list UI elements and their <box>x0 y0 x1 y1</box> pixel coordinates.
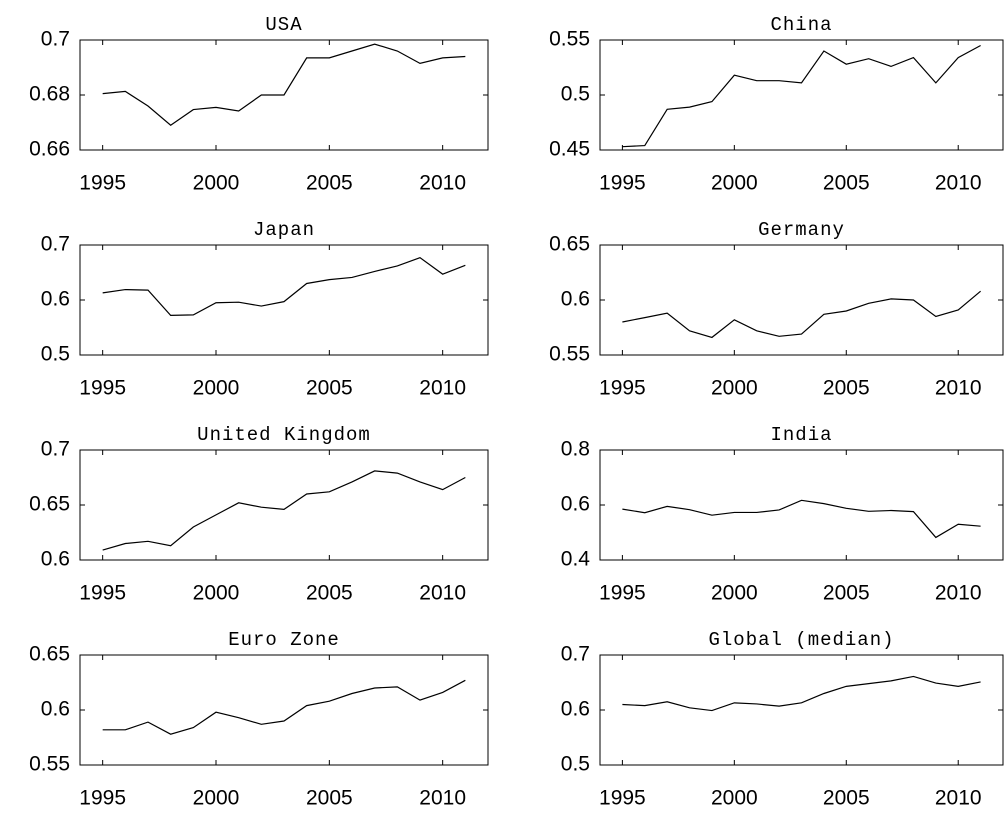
y-tick-label: 0.7 <box>41 28 70 51</box>
plot-frame <box>599 244 1004 356</box>
x-tick-label: 2000 <box>711 787 758 810</box>
y-tick-label: 0.68 <box>29 83 70 106</box>
x-tick-label: 2000 <box>193 377 240 400</box>
plot-frame <box>599 449 1004 561</box>
y-tick-label: 0.6 <box>561 493 590 516</box>
x-tick-label: 2010 <box>419 787 466 810</box>
y-tick-label: 0.5 <box>561 753 590 776</box>
series-line <box>622 44 981 148</box>
x-tick-label: 2005 <box>823 377 870 400</box>
y-tick-label: 0.7 <box>41 233 70 256</box>
series-line <box>102 679 466 735</box>
series-line <box>102 470 466 551</box>
subplot-title: Japan <box>253 219 315 241</box>
y-tick-label: 0.6 <box>561 288 590 311</box>
series-line <box>622 290 981 339</box>
y-tick-label: 0.8 <box>561 438 590 461</box>
y-tick-label: 0.6 <box>41 698 70 721</box>
plot-frame <box>599 654 1004 766</box>
x-tick-label: 2010 <box>419 582 466 605</box>
y-tick-label: 0.55 <box>549 28 590 51</box>
x-tick-label: 2005 <box>823 787 870 810</box>
y-tick-label: 0.66 <box>29 138 70 161</box>
y-tick-label: 0.5 <box>41 343 70 366</box>
x-tick-label: 2005 <box>823 582 870 605</box>
y-tick-label: 0.65 <box>29 643 70 666</box>
y-tick-label: 0.6 <box>561 698 590 721</box>
x-tick-label: 1995 <box>599 787 646 810</box>
x-tick-label: 2000 <box>711 172 758 195</box>
plot-frame <box>79 449 489 561</box>
y-tick-label: 0.7 <box>41 438 70 461</box>
x-tick-label: 2005 <box>823 172 870 195</box>
y-tick-label: 0.6 <box>41 548 70 571</box>
x-tick-label: 2000 <box>711 582 758 605</box>
subplot-title: Global (median) <box>708 629 894 651</box>
x-tick-label: 2000 <box>193 787 240 810</box>
plot-frame <box>599 39 1004 151</box>
x-tick-label: 2000 <box>193 172 240 195</box>
y-tick-label: 0.55 <box>29 753 70 776</box>
series-line <box>102 43 466 127</box>
x-tick-label: 2010 <box>935 582 982 605</box>
x-tick-label: 1995 <box>79 787 126 810</box>
x-tick-label: 1995 <box>79 377 126 400</box>
series-line <box>622 499 981 539</box>
subplot-title: USA <box>265 14 302 36</box>
x-tick-label: 2010 <box>935 172 982 195</box>
plot-frame <box>79 244 489 356</box>
subplot-title: India <box>770 424 832 446</box>
y-tick-label: 0.65 <box>29 493 70 516</box>
series-line <box>622 675 981 712</box>
x-tick-label: 1995 <box>599 377 646 400</box>
x-tick-label: 2000 <box>193 582 240 605</box>
y-tick-label: 0.6 <box>41 288 70 311</box>
x-tick-label: 2010 <box>935 377 982 400</box>
x-tick-label: 2010 <box>419 172 466 195</box>
x-tick-label: 2005 <box>306 582 353 605</box>
x-tick-label: 2010 <box>419 377 466 400</box>
series-line <box>102 256 466 317</box>
subplot-title: Euro Zone <box>228 629 340 651</box>
y-tick-label: 0.4 <box>561 548 591 571</box>
x-tick-label: 2000 <box>711 377 758 400</box>
x-tick-label: 2005 <box>306 377 353 400</box>
x-tick-label: 1995 <box>599 172 646 195</box>
x-tick-label: 2010 <box>935 787 982 810</box>
y-tick-label: 0.45 <box>549 138 590 161</box>
subplot-title: United Kingdom <box>197 424 371 446</box>
x-tick-label: 1995 <box>599 582 646 605</box>
x-tick-label: 1995 <box>79 582 126 605</box>
x-tick-label: 1995 <box>79 172 126 195</box>
plot-frame <box>79 654 489 766</box>
subplot-title: China <box>770 14 832 36</box>
subplot-title: Germany <box>758 219 845 241</box>
x-tick-label: 2005 <box>306 787 353 810</box>
y-tick-label: 0.55 <box>549 343 590 366</box>
y-tick-label: 0.7 <box>561 643 590 666</box>
y-tick-label: 0.5 <box>561 83 590 106</box>
y-tick-label: 0.65 <box>549 233 590 256</box>
x-tick-label: 2005 <box>306 172 353 195</box>
